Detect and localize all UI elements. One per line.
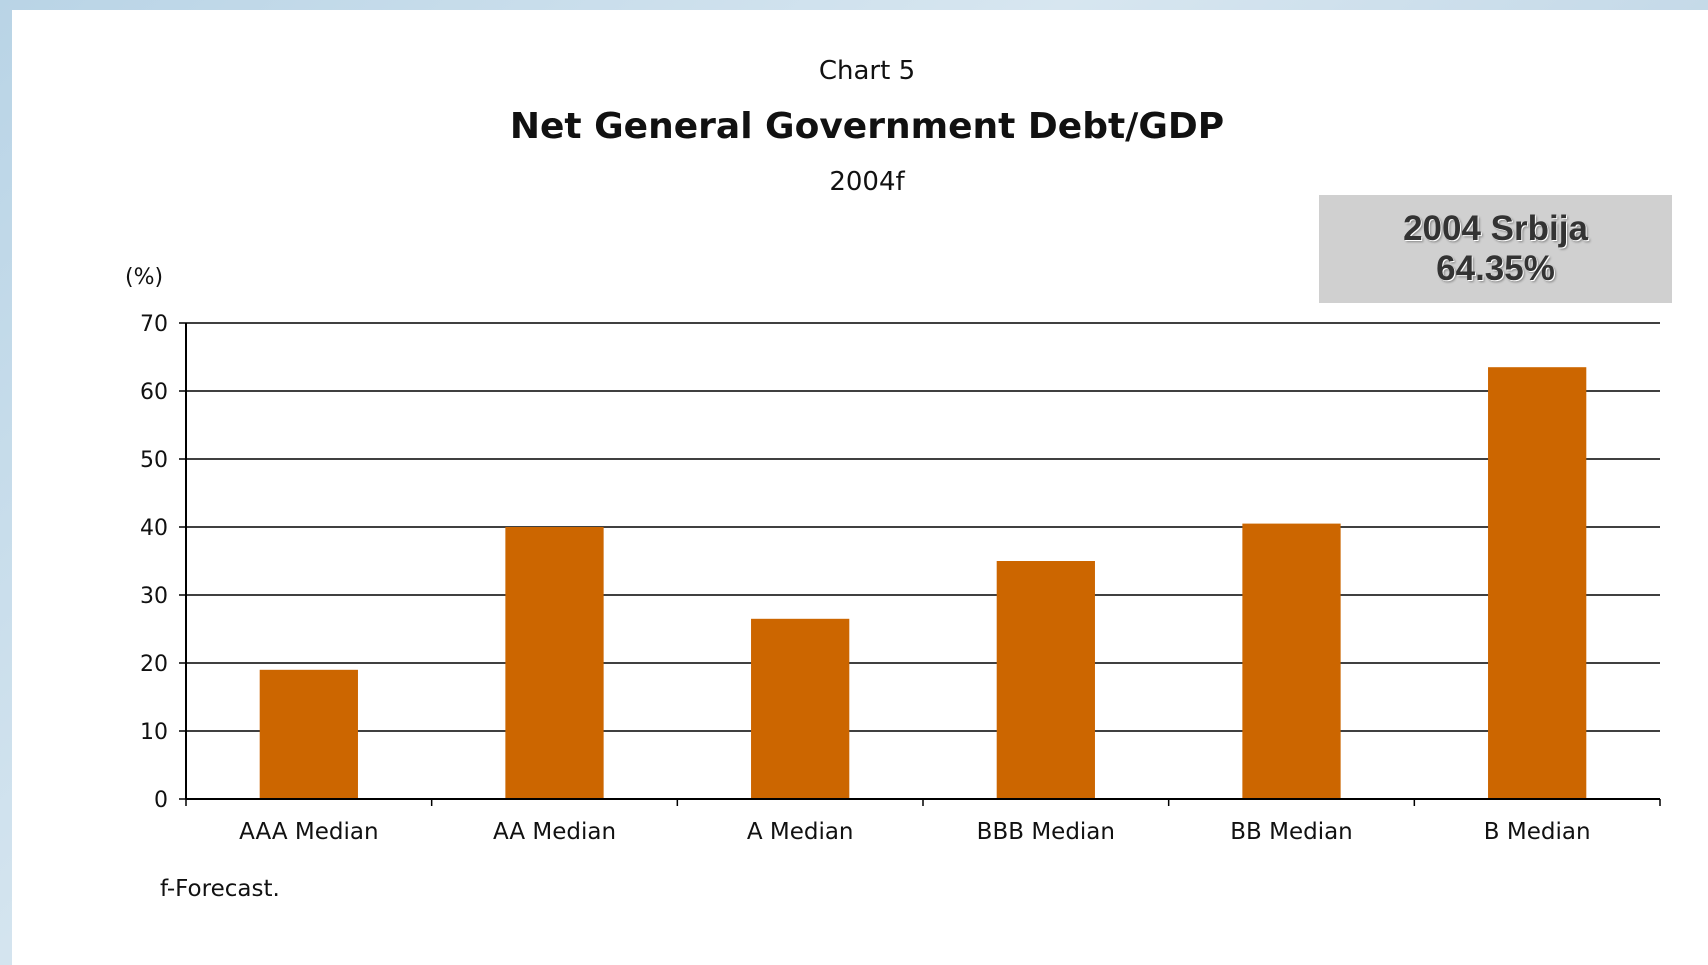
chart-subtitle: 2004f [829,167,905,197]
bar-bb-median [1242,523,1341,799]
x-tick-label: BB Median [1230,819,1353,845]
y-tick-label: 40 [140,516,168,541]
chart-supertitle: Chart 5 [819,56,915,86]
y-ticks: 0 10 20 30 40 50 60 70 [140,312,186,813]
y-tick-label: 10 [140,720,168,745]
chart: Chart 5 Net General Government Debt/GDP … [125,56,1661,902]
y-axis-label: (%) [125,265,163,290]
x-ticks: AAA Median AA Median A Median BBB Median BB … [185,799,1661,845]
forecast-note: f-Forecast. [160,876,280,902]
bar-aa-median [505,527,604,799]
bar-aaa-median [259,669,358,799]
chart-title: Net General Government Debt/GDP [510,106,1224,147]
y-tick-label: 0 [154,788,168,813]
bars [259,367,1587,799]
x-tick-label: AA Median [493,819,616,845]
y-tick-label: 70 [140,312,168,337]
bar-b-median [1488,367,1587,799]
x-tick-label: BBB Median [977,819,1115,845]
bar-a-median [751,618,850,799]
bar-bbb-median [996,561,1095,799]
srbija-callout: 2004 Srbija 64.35% [1319,195,1672,303]
callout-line-1: 2004 Srbija [1403,208,1588,248]
x-tick-label: B Median [1484,819,1591,845]
x-tick-label: A Median [747,819,854,845]
y-tick-label: 50 [140,448,168,473]
y-tick-label: 60 [140,380,168,405]
grid-lines [186,322,1660,732]
x-tick-label: AAA Median [239,819,378,845]
callout-line-2: 64.35% [1436,249,1555,288]
y-tick-label: 20 [140,652,168,677]
y-tick-label: 30 [140,584,168,609]
chart-frame: Chart 5 Net General Government Debt/GDP … [12,10,1708,965]
